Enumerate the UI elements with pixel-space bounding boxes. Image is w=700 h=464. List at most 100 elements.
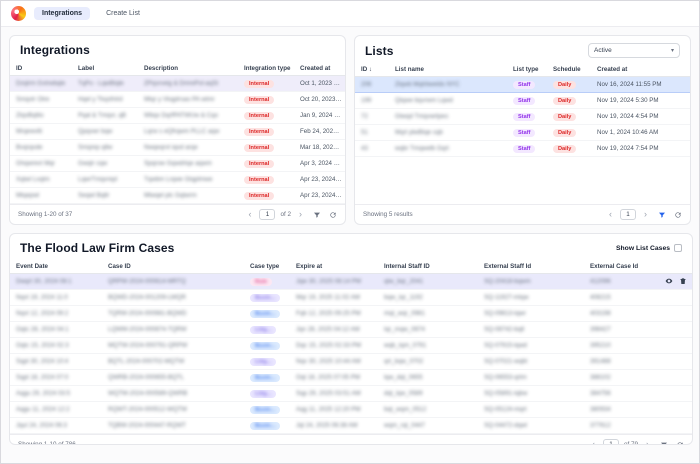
column-header[interactable]: External Case Id [584,260,692,274]
column-header[interactable]: ID ↓ [355,63,389,77]
tab-integrations[interactable]: Integrations [34,7,90,20]
case-row[interactable]: Nqvt 12, 2024 09:2TQRW-2024-000981-BQWDB… [10,306,692,322]
cell-internal-staff-id: mqt_wqr_0981 [378,306,478,322]
cell-label: Gwqtr cqw [72,156,138,172]
cell-description: Wbqx DqrfPATWUw & Cqo [138,108,238,124]
tab-create-list[interactable]: Create List [98,7,148,20]
chevron-down-icon: ▾ [671,47,674,54]
case-row[interactable]: Sqpt 18, 2024 07:0QWRB-2024-000655-BQTLB… [10,370,692,386]
cell-external-staff-id: SQ-11927-mtqw [478,290,584,306]
show-list-cases-checkbox[interactable] [674,244,682,252]
page-input[interactable] [259,209,275,220]
type-badge: Busin... [250,342,280,350]
refresh-icon[interactable] [676,441,684,446]
page-input[interactable] [620,209,636,220]
integration-row[interactable]: BvqrqodeSmqrep qtlwNwqeqrvt iqod arqeInt… [10,140,346,156]
type-badge: Internal [244,192,274,200]
refresh-icon[interactable] [329,211,337,219]
view-row-icon[interactable] [665,277,673,287]
next-page-button[interactable]: › [296,210,305,219]
case-row[interactable]: Aqgu 11, 2024 12:2RQWT-2024-000512-WQTMB… [10,402,692,418]
filter-icon[interactable] [660,441,668,446]
type-badge: Staff [513,129,535,137]
next-page-button[interactable]: › [643,440,652,445]
cell-expire-at: Sqp 29, 2025 03:51 AM [290,386,378,402]
cell-id: Bvqrqode [10,140,72,156]
column-header[interactable]: Created at [294,62,346,76]
filter-icon[interactable] [313,211,321,219]
delete-row-icon[interactable] [679,277,687,287]
cell-case-type: Busin... [244,338,290,354]
cell-case-id: QRPW-2024-000614-MRTQ [102,274,244,290]
case-row[interactable]: Dwqrt 30, 2024 08:1QRPW-2024-000614-MRTQ… [10,274,692,290]
type-badge: Internal [244,80,274,88]
column-header[interactable]: Case ID [102,260,244,274]
column-header[interactable]: Description [138,62,238,76]
integration-row[interactable]: MrqewvltiQpqvwr bqwLqrw s eQfrqwm PLLC a… [10,124,346,140]
integration-row[interactable]: ZtqvBqtlioPqal & Tmqvr, qBWbqx DqrfPATWU… [10,108,346,124]
column-header[interactable]: Internal Staff ID [378,260,478,274]
cell-list-type: Staff [507,109,547,125]
cell-external-case-id: 377612 [584,418,692,434]
case-row[interactable]: Aqgu 29, 2024 03:5WQTM-2024-000589-QWRBL… [10,386,692,402]
list-row[interactable]: 72Gtwqd TmqvwrlpeoStaffDailyNov 19, 2024… [355,109,691,125]
integration-row[interactable]: MtqepwlSeqwl BqtlrMtwqel plc GqtwrmInter… [10,188,346,204]
cell-label: TqPo - LqwBtqle [72,76,138,92]
column-header[interactable]: Expire at [290,260,378,274]
cell-case-id: RQWT-2024-000512-WQTM [102,402,244,418]
cell-id: Smqvtr Otre [10,92,72,108]
page-input[interactable] [603,439,619,445]
prev-page-button[interactable]: ‹ [245,210,254,219]
case-row[interactable]: Sqpt 30, 2024 10:4BQTL-2024-000702-MQTWL… [10,354,692,370]
cell-id: 72 [355,109,389,125]
type-badge: Internal [244,128,274,136]
cell-id: 199 [355,93,389,109]
column-header[interactable]: ID [10,62,72,76]
filter-icon[interactable] [658,211,666,219]
cell-schedule: Daily [547,109,591,125]
cell-external-case-id: 408215 [584,290,692,306]
column-header[interactable]: Case type [244,260,290,274]
column-header[interactable]: Event Date [10,260,102,274]
list-row[interactable]: 199Qtqwe bqvrwm LqwdStaffDailyNov 19, 20… [355,93,691,109]
next-page-button[interactable]: › [641,210,650,219]
cell-description: Lqrw s eQfrqwm PLLC aqw [138,124,238,140]
column-header[interactable]: List type [507,63,547,77]
case-row[interactable]: Nqvt 19, 2024 11:0BQWD-2024-001209-LWQRB… [10,290,692,306]
cell-case-type: Litig... [244,322,290,338]
column-header[interactable]: List name [389,63,507,77]
prev-page-button[interactable]: ‹ [606,210,615,219]
integration-row[interactable]: Dzqlrm GvtrwbqleTqPo - LqwBtqleZPqsrveig… [10,76,346,92]
cell-integration-type: Internal [238,108,294,124]
type-badge: Internal [244,112,274,120]
integration-row[interactable]: Xqtwl LvqtmLqwrTmqvreplTqwbm Lrqwe Gtqpl… [10,172,346,188]
prev-page-button[interactable]: ‹ [589,440,598,445]
type-badge: Daily [553,129,576,137]
list-row[interactable]: 51Mqrt plwBtqe cqbStaffDailyNov 1, 2024 … [355,125,691,141]
list-status-select[interactable]: Active ▾ [588,43,680,58]
column-header[interactable]: Label [72,62,138,76]
cell-created-at: Nov 1, 2024 10:46 AM [591,125,691,141]
integrations-title: Integrations [20,43,90,57]
cell-expire-at: Jqn 28, 2025 04:12 AM [290,322,378,338]
type-badge: Litig... [250,390,276,398]
integrations-table: IDLabelDescriptionIntegration typeCreate… [10,62,346,204]
column-header[interactable]: Schedule [547,63,591,77]
column-header[interactable]: Integration type [238,62,294,76]
column-header[interactable]: External Staff Id [478,260,584,274]
case-row[interactable]: Jqul 24, 2024 06:3TQBW-2024-000447-RQWTB… [10,418,692,434]
list-row[interactable]: 43wqbr Tmqwelb GqrtStaffDailyNov 19, 202… [355,141,691,157]
integration-row[interactable]: Smqvtr OtreHqel y TkqsfnlrdMtqr y Vkqplr… [10,92,346,108]
cell-created-at: Oct 20, 2023 2:2... [294,92,346,108]
integration-row[interactable]: Ghqwrevt MqrGwqtr cqwSpqrow Gqwdrtqe aqw… [10,156,346,172]
type-badge: Busin... [250,422,280,430]
case-row[interactable]: Oqtc 15, 2024 02:3MQTW-2024-000791-QRPWB… [10,338,692,354]
cell-created-at: Mar 18, 2024 12... [294,140,346,156]
cell-case-id: BQWD-2024-001209-LWQR [102,290,244,306]
column-header[interactable]: Created at [591,63,691,77]
refresh-icon[interactable] [674,211,682,219]
cell-created-at: Jan 9, 2024 2:16... [294,108,346,124]
type-badge: Daily [553,81,576,89]
case-row[interactable]: Oqtc 28, 2024 04:1LQWM-2024-000874-TQRWL… [10,322,692,338]
list-row[interactable]: 206Zlqwb Mqtrbwelds NYCStaffDailyNov 16,… [355,77,691,93]
